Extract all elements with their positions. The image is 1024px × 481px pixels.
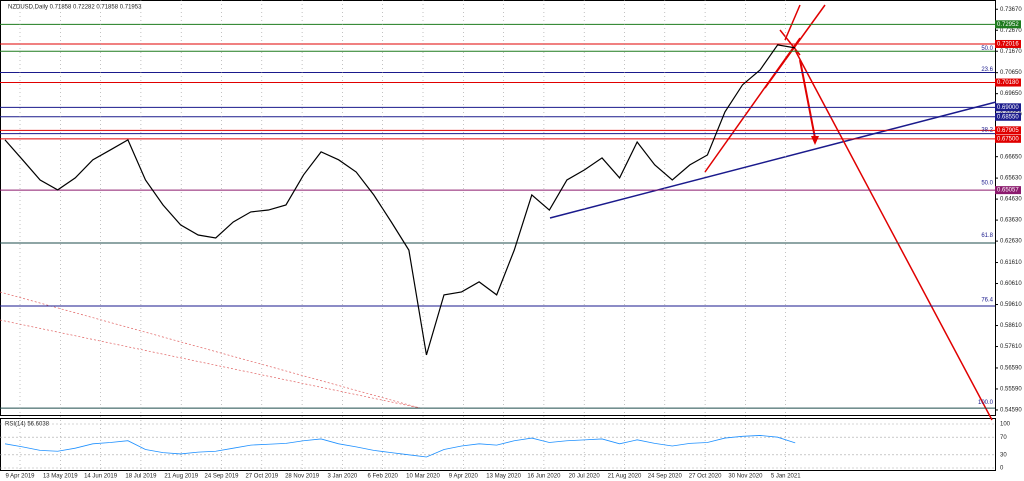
level-tag [995, 134, 1021, 143]
x-tick-label: 13 May 2019 [43, 474, 78, 480]
y-tick-label: 0.66650 [1000, 154, 1022, 160]
price-panel [0, 0, 996, 416]
fib-label: 38.2 [981, 128, 993, 134]
y-tick-label: 0.58610 [1000, 323, 1022, 329]
rsi-label: RSI(14) 56.6038 [5, 422, 50, 428]
level-label: 0.68550 [997, 114, 1019, 120]
fib-label: 61.8 [981, 233, 993, 239]
rsi-line [4, 435, 796, 458]
y-tick-label: 0.70650 [1000, 70, 1022, 76]
fib-label: 76.4 [981, 297, 993, 303]
y-tick-label: 0.71670 [1000, 49, 1022, 55]
y-tick-label: 0.54590 [1000, 408, 1022, 414]
fib-label: 23.6 [981, 67, 993, 73]
chart-title: NZDUSD,Daily 0.71858 0.72282 0.71858 0.7… [8, 5, 142, 11]
y-tick-label: 0.65630 [1000, 176, 1022, 182]
level-label: 0.70180 [997, 80, 1019, 86]
level-label: 0.67905 [997, 128, 1019, 134]
y-tick-label: 0.61610 [1000, 260, 1022, 266]
x-tick-label: 21 Aug 2020 [608, 474, 642, 480]
rsi-tick-label: 0 [1000, 466, 1004, 472]
level-tag [995, 186, 1021, 195]
level-label: 0.65057 [997, 188, 1019, 194]
x-tick-label: 27 Oct 2020 [689, 474, 722, 480]
x-tick-label: 24 Sep 2020 [648, 474, 683, 480]
rsi-tick-label: 100 [1000, 422, 1011, 428]
level-tag [995, 126, 1021, 135]
x-tick-label: 24 Sep 2019 [204, 474, 239, 480]
level-label: 0.69000 [997, 105, 1019, 111]
x-tick-label: 28 Nov 2019 [285, 474, 320, 480]
y-tick-label: 0.64630 [1000, 197, 1022, 203]
x-tick-label: 9 Apr 2019 [5, 474, 35, 480]
x-tick-label: 13 May 2020 [486, 474, 521, 480]
price-line [4, 44, 796, 356]
y-tick-label: 0.72670 [1000, 28, 1022, 34]
y-tick-label: 0.57610 [1000, 344, 1022, 350]
level-tag [995, 20, 1021, 29]
level-tag [995, 103, 1021, 112]
y-tick-label: 0.59610 [1000, 302, 1022, 308]
x-tick-label: 10 Mar 2020 [406, 474, 440, 480]
level-tag [995, 112, 1021, 121]
trendlines [0, 4, 997, 421]
fib-label: 100.0 [978, 400, 994, 406]
rsi-tick-label: 70 [1000, 435, 1007, 441]
level-label: 0.72952 [997, 22, 1019, 28]
level-tag [995, 78, 1021, 87]
x-tick-label: 14 Jun 2019 [84, 474, 118, 480]
x-tick-label: 5 Jan 2021 [771, 474, 801, 480]
x-tick-label: 16 Jun 2020 [527, 474, 561, 480]
y-tick-label: 0.62630 [1000, 239, 1022, 245]
y-tick-label: 0.55590 [1000, 387, 1022, 393]
x-tick-label: 30 Nov 2020 [728, 474, 763, 480]
x-tick-label: 9 Apr 2020 [449, 474, 479, 480]
x-tick-label: 20 Jul 2020 [569, 474, 601, 480]
y-tick-label: 0.69650 [1000, 91, 1022, 97]
y-tick-label: 0.60610 [1000, 281, 1022, 287]
level-label: 0.67500 [997, 136, 1019, 142]
level-label: 0.72016 [997, 42, 1019, 48]
x-tick-label: 3 Jan 2020 [328, 474, 358, 480]
level-tag [995, 39, 1021, 48]
rsi-tick-label: 30 [1000, 452, 1007, 458]
x-tick-label: 18 Jul 2019 [125, 474, 157, 480]
fib-label: 50.0 [981, 181, 993, 187]
x-tick-label: 27 Oct 2019 [245, 474, 278, 480]
fib-label: 50.0 [981, 46, 993, 52]
y-tick-label: 0.63630 [1000, 218, 1022, 224]
x-tick-label: 21 Aug 2019 [164, 474, 198, 480]
x-tick-label: 6 Feb 2020 [368, 474, 399, 480]
y-tick-label: 0.73670 [1000, 7, 1022, 13]
y-tick-label: 0.56590 [1000, 366, 1022, 372]
